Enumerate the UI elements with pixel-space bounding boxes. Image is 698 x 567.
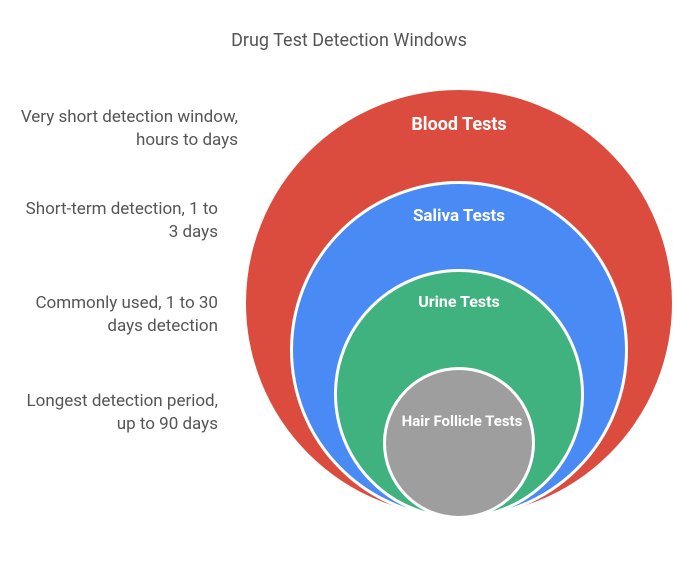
circle-label-2: Urine Tests [337,292,581,311]
circle-label-0: Blood Tests [246,114,672,135]
circle-3: Hair Follicle Tests [383,367,535,519]
circle-label-1: Saliva Tests [293,206,625,226]
circle-label-3: Hair Follicle Tests [396,412,528,431]
circle-desc-2: Commonly used, 1 to 30 days detection [18,292,218,338]
circle-desc-0: Very short detection window, hours to da… [18,106,238,152]
nested-circle-diagram: Blood Tests Very short detection window, … [0,0,698,567]
circle-desc-3: Longest detection period, up to 90 days [18,390,218,436]
circle-desc-1: Short-term detection, 1 to 3 days [18,198,218,244]
